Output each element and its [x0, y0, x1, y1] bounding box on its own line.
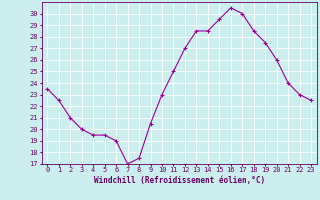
X-axis label: Windchill (Refroidissement éolien,°C): Windchill (Refroidissement éolien,°C) — [94, 176, 265, 185]
